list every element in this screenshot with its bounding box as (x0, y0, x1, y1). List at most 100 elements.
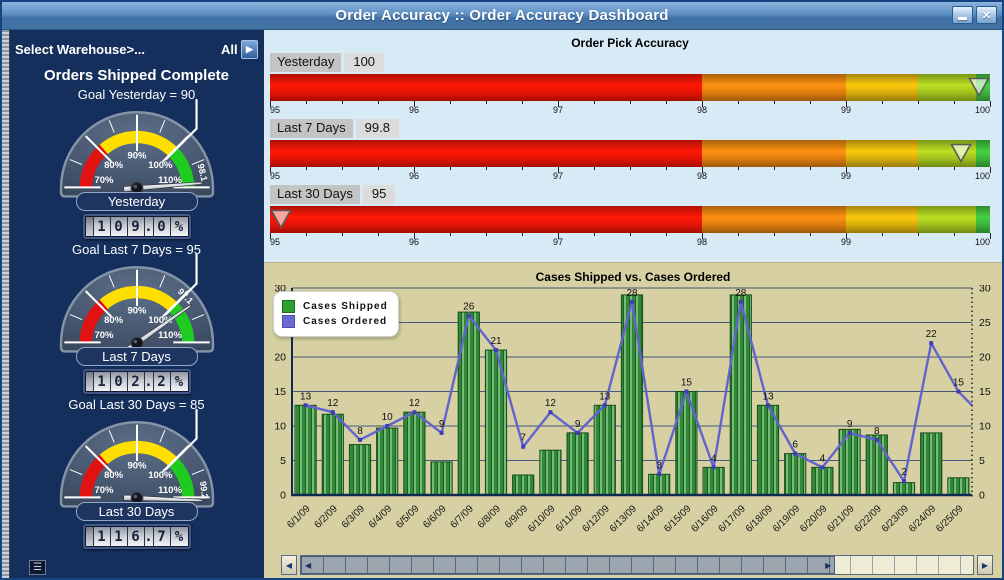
scrollbar-track[interactable]: ◀ ▶ (300, 555, 974, 575)
x-axis-date-label: 6/12/09 (581, 503, 613, 535)
warehouse-filter-expand-button[interactable]: ▶ (241, 40, 258, 59)
bullet-header: Yesterday 100 (270, 53, 990, 72)
odometer-cell (85, 372, 94, 391)
gauge-hub-highlight (133, 494, 137, 499)
cases-ordered-point (657, 472, 662, 477)
minimize-button[interactable] (952, 6, 973, 24)
bullet-range-segment (918, 74, 976, 101)
arrow-right-icon: ▶ (246, 44, 253, 54)
title-bar: Order Accuracy :: Order Accuracy Dashboa… (2, 2, 1002, 30)
gauge-tick-label: 110% (158, 330, 182, 341)
odometer-cell: . (144, 217, 154, 236)
gauge-odometer: 1 0 9. 0% (82, 214, 191, 239)
cases-shipped-bar (403, 411, 426, 496)
main-panel: Order Pick Accuracy Yesterday 100 95 96 97… (264, 30, 1002, 578)
odometer-cell: 0 (110, 372, 128, 391)
axis-tick (774, 101, 775, 104)
chart-title: Cases Shipped vs. Cases Ordered (535, 270, 731, 284)
gauge-hub-highlight (133, 184, 137, 189)
section-title: Order Pick Accuracy (571, 36, 689, 50)
gauge-rim-value: 98.1 (195, 163, 209, 183)
gauge-tick (108, 430, 115, 443)
axis-tick (270, 101, 271, 107)
y-axis-label-left: 0 (280, 490, 286, 502)
point-label: 13 (762, 391, 774, 402)
axis-tick (414, 233, 415, 239)
cases-ordered-point (602, 403, 607, 408)
gauge-tick-label: 70% (94, 175, 114, 186)
bullet-range-segment (270, 206, 702, 233)
cases-shipped-bar (947, 477, 970, 496)
gauge-tick (84, 445, 112, 473)
axis-tick (558, 101, 559, 107)
cases-shipped-bar (675, 391, 698, 496)
window-body: Select Warehouse>... All ▶ Orders Shippe… (2, 30, 1002, 578)
menu-icon[interactable]: ☰ (29, 560, 46, 575)
axis-tick (558, 167, 559, 173)
order-pick-accuracy-section: Order Pick Accuracy Yesterday 100 95 96 97… (264, 30, 1002, 262)
arrow-left-icon: ◀ (305, 560, 312, 570)
axis-tick (918, 167, 919, 170)
gauge-tick (158, 430, 165, 443)
cases-shipped-bar (838, 428, 861, 496)
odometer-cell: 7 (153, 527, 171, 546)
axis-tick (990, 233, 991, 239)
cases-ordered-point (412, 410, 417, 415)
cases-ordered-point (466, 313, 471, 318)
goal-text: Goal Last 7 Days = 95 (72, 242, 201, 257)
point-label: 26 (463, 302, 475, 313)
axis-tick-label: 98 (696, 171, 708, 181)
scrollbar-thumb[interactable]: ◀ ▶ (301, 556, 836, 574)
axis-tick (810, 101, 811, 104)
axis-tick-label: 95 (270, 171, 281, 181)
gauge-odometer: 1 0 2. 2% (82, 369, 191, 394)
axis-tick (414, 101, 415, 107)
axis-tick-label: 97 (552, 105, 564, 115)
odometer-cell: 6 (127, 527, 145, 546)
axis-tick (882, 167, 883, 170)
odometer-cell: % (170, 372, 188, 391)
gauge-tick (69, 314, 82, 321)
y-axis-label-right: 25 (979, 317, 991, 329)
odometer-cell: 2 (127, 372, 145, 391)
point-label: 9 (439, 419, 445, 430)
cases-shipped-bar (593, 404, 616, 496)
close-button[interactable]: ✕ (976, 6, 997, 24)
axis-tick (270, 167, 271, 173)
x-axis-date-label: 6/19/09 (771, 503, 803, 535)
bullet-range-segment (846, 74, 918, 101)
legend-label: Cases Ordered (303, 316, 388, 327)
gauge-tick-label: 90% (127, 305, 147, 316)
axis-tick-label: 98 (696, 105, 708, 115)
axis-tick (810, 233, 811, 236)
gauge-last-30-days: Goal Last 30 Days = 85 70% 80% 90% 100% 110%… (9, 397, 264, 549)
cases-ordered-point (929, 341, 934, 346)
gauge-yesterday: Goal Yesterday = 90 70% 80% 90% 100% 110% 98.… (9, 87, 264, 239)
axis-tick (666, 101, 667, 104)
scroll-right-button[interactable]: ▶ (977, 555, 993, 575)
axis-tick (486, 101, 487, 104)
bullet-axis: 95 96 97 98 99 100 (270, 233, 991, 248)
warehouse-filter-row: Select Warehouse>... All ▶ (9, 30, 264, 63)
gauge-tick (84, 290, 112, 318)
scroll-left-button[interactable]: ◀ (281, 555, 297, 575)
point-label: 12 (327, 398, 339, 409)
gauge-dial: 70%80%90%100%110%97.1 (59, 254, 214, 354)
gauge-name-pill: Last 30 Days (75, 502, 198, 521)
axis-tick (414, 167, 415, 173)
cases-ordered-point (793, 451, 798, 456)
axis-tick-label: 100 (974, 237, 990, 247)
minimize-icon (958, 17, 967, 20)
point-label: 12 (409, 398, 421, 409)
axis-tick (378, 167, 379, 170)
axis-tick (702, 101, 703, 107)
cases-ordered-point (630, 299, 634, 304)
axis-tick (522, 233, 523, 236)
point-label: 9 (575, 419, 581, 430)
warehouse-filter-value[interactable]: All (220, 42, 238, 57)
axis-tick-label: 100 (974, 171, 990, 181)
cases-shipped-bar (892, 482, 916, 496)
axis-tick (954, 233, 955, 236)
date-range-scrollbar: ◀ ◀ ▶ ▶ (281, 555, 993, 575)
